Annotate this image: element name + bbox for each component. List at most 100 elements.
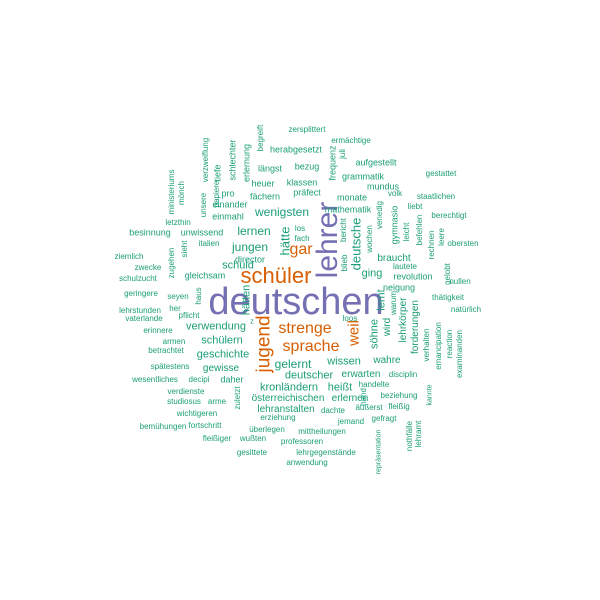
word: unwissend [180, 227, 224, 238]
word: sieht [180, 240, 189, 258]
word: lehrkörper [398, 297, 409, 343]
word: wahre [373, 355, 401, 366]
word: gelobt [443, 263, 452, 285]
word: verzweiflung [201, 137, 210, 183]
word: besinnung [129, 227, 171, 238]
word: nothfälle [405, 420, 414, 452]
word: liebt [407, 202, 423, 211]
word: strenge [278, 320, 332, 337]
word: sprache [282, 338, 340, 355]
word: spätestens [150, 362, 190, 371]
word: jungen [231, 240, 269, 254]
word: schlechter [227, 139, 238, 181]
word: her [169, 304, 181, 313]
word: thätigkeit [431, 293, 465, 302]
word: neigung [382, 282, 416, 293]
word: lehranstalten [257, 404, 315, 415]
word: ging [361, 267, 383, 280]
word: erziehung [260, 413, 296, 422]
word: heuer [251, 178, 275, 189]
word: pflicht [178, 311, 200, 320]
word: leere [437, 228, 446, 246]
word: einmahl [212, 211, 244, 222]
word: lehrgegenstände [296, 448, 356, 457]
word: leicht [402, 222, 411, 242]
word: blieb [340, 254, 349, 272]
word: fach [294, 234, 310, 243]
word: letzthin [165, 218, 191, 227]
word: seyen [167, 292, 189, 301]
word: jemand [337, 417, 365, 426]
word: repräsentation [375, 429, 383, 475]
word: zuletzt [233, 386, 242, 410]
word: staatlichen [416, 192, 456, 201]
word: österreichischen [251, 393, 325, 404]
word: mathematik [324, 204, 372, 215]
word: längst [257, 163, 283, 174]
word: erwarten [341, 369, 381, 380]
word: nullen [449, 277, 471, 286]
word: monate [336, 192, 368, 203]
word: director [234, 254, 266, 265]
word: weil [345, 320, 363, 346]
word: begreift [256, 124, 265, 152]
word: heißt [327, 381, 353, 394]
word: geschichte [196, 348, 250, 361]
word: vaterlande [125, 314, 163, 323]
word: erlernen [331, 393, 369, 404]
word: zwecke [134, 263, 162, 272]
word: gewisse [202, 363, 240, 374]
word: rechnen [427, 230, 436, 260]
word: verwendung [186, 320, 246, 333]
word: fortschritt [188, 421, 222, 430]
word: lehramt [414, 420, 423, 448]
word: warum [389, 290, 398, 316]
word: wesentliches [132, 375, 178, 384]
word: obersten [447, 239, 479, 248]
word: italien [198, 239, 220, 248]
word: frequenz [327, 145, 338, 181]
word: lautete [392, 262, 418, 271]
word: studiosus [167, 397, 201, 406]
word: deutschen [208, 281, 384, 323]
word: lernen [237, 224, 271, 238]
word: gefragt [371, 414, 397, 423]
word: wird [382, 317, 393, 337]
word: deutscher [284, 369, 334, 382]
word: mundus [366, 181, 400, 192]
word: grammatik [341, 171, 385, 182]
word: beziehung [380, 391, 418, 400]
word: handelte [358, 380, 390, 389]
word: juli [338, 149, 347, 159]
word: verhalten [422, 328, 431, 362]
word: äußerst [355, 403, 383, 412]
word: betrachtet [148, 346, 184, 355]
word: reaction [445, 329, 454, 359]
word: venedig [375, 200, 384, 230]
word: gelernt [274, 357, 312, 371]
word: decipi [188, 375, 210, 384]
word: dachte [320, 406, 346, 415]
word: wußten [239, 434, 267, 443]
word: volk [387, 189, 403, 198]
word: schülern [201, 334, 243, 347]
word: schulzucht [119, 274, 157, 283]
word: daher [220, 374, 244, 385]
word: hätten [240, 284, 253, 316]
word: wenigsten [254, 205, 310, 219]
word: professoren [280, 437, 324, 446]
word: schüler [240, 263, 312, 288]
word: examinanden [455, 329, 464, 379]
word: söhne [368, 319, 381, 349]
word: tiefe [212, 164, 223, 182]
word: fächern [249, 191, 281, 202]
word: wichtigeren [176, 409, 218, 418]
word: los [294, 224, 306, 233]
word: ziemlich [114, 252, 144, 261]
word: fleißiger [202, 434, 232, 443]
word: bemühungen [139, 422, 187, 431]
word: anwendung [286, 458, 328, 467]
word: fleißig [388, 402, 410, 411]
word: schuld [222, 259, 254, 272]
word: gleichsam [184, 270, 226, 281]
